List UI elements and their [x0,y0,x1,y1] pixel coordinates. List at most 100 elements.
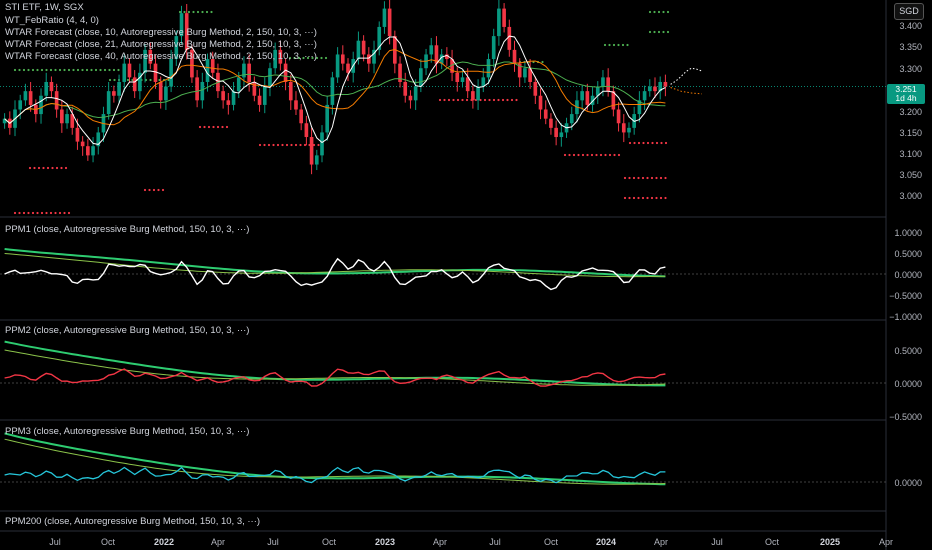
signal-dot [623,196,627,200]
time-axis-label: Oct [764,537,780,547]
pane-label-ppm1[interactable]: PPM1 (close, Autoregressive Burg Method,… [5,224,250,235]
candle-body [132,77,137,92]
signal-dot [94,68,98,72]
candle-body [190,49,194,78]
signal-dot [315,56,319,60]
signal-dot [623,176,627,180]
signal-dot [64,166,68,170]
signal-dot [157,188,160,192]
signal-dot [113,78,116,82]
signal-dot [650,196,654,200]
signal-dot [198,125,202,129]
time-axis-label: Jul [489,537,501,547]
signal-dot [276,143,280,147]
signal-dot [55,166,59,170]
ppm1-axis-label: 0.5000 [894,249,922,259]
ppm2-axis-label: −0.5000 [889,412,922,422]
signal-dot [632,196,636,200]
price-axis-label: 3.050 [899,170,922,180]
candle-body [299,109,304,124]
signal-dot [651,141,654,145]
signal-dot [646,196,649,200]
symbol-title: STI ETF, 1W, SGX [5,2,84,13]
price-axis-label: 3.400 [899,21,922,31]
signal-dot [148,188,151,192]
candle-body [507,26,512,50]
candle-body [200,81,205,101]
signal-dot [272,143,275,147]
candle-body [403,81,408,96]
price-axis-label: 3.350 [899,42,922,52]
time-axis-label: Jul [267,537,279,547]
signal-dot [285,143,289,147]
candle-body [372,49,376,64]
ma21-line [4,48,666,126]
signal-dot [203,125,206,129]
indicator-label-wtar-40[interactable]: WTAR Forecast (close, 40, Autoregressive… [5,51,317,62]
signal-dot [666,10,670,14]
signal-dot [299,143,302,147]
ppm1-line [4,257,666,291]
candle-body [585,91,590,105]
ppm1-mid-line [4,253,666,278]
candle-body [54,91,59,110]
pane-label-ppm2[interactable]: PPM2 (close, Autoregressive Burg Method,… [5,325,250,336]
signal-dot [488,98,491,102]
candle-body [268,68,272,87]
candle-body [606,77,610,92]
ppm3-slow-line [4,432,666,486]
candle-body [210,59,215,73]
signal-dot [267,143,271,147]
signal-dot [659,176,663,180]
pane-label-ppm200[interactable]: PPM200 (close, Autoregressive Burg Metho… [5,516,261,527]
bar-countdown: 1d 4h [895,93,917,103]
candle-body [497,8,501,37]
price-axis-label: 3.200 [899,107,922,117]
signal-dot [632,176,636,180]
currency-button[interactable]: SGD [894,3,924,20]
signal-dot [320,56,323,60]
candle-body [653,86,657,92]
signal-dot [312,143,316,147]
candle-body [512,49,517,64]
signal-dot [42,166,45,170]
signal-dot [290,143,293,147]
indicator-label-wtar-10[interactable]: WTAR Forecast (close, 10, Autoregressive… [5,27,317,38]
ppm1-axis-label: −0.5000 [889,291,922,301]
signal-dot [646,141,650,145]
candle-body [205,59,210,82]
candle-body [450,59,454,73]
candle-body [528,68,532,82]
candle-body [621,123,626,133]
signal-dot [302,56,305,60]
indicator-label-febratio[interactable]: WT_FebRatio (4, 4, 0) [5,15,99,26]
signal-dot [492,98,496,102]
signal-dot [37,166,41,170]
candle-body [434,45,439,64]
candle-body [523,68,527,78]
candle-body [226,100,231,105]
signal-dot [67,211,71,215]
ppm3-line [4,466,666,484]
signal-dot [617,153,621,157]
signal-dot [541,60,544,64]
signal-dot [85,68,89,72]
signal-dot [515,98,518,102]
indicator-label-wtar-21[interactable]: WTAR Forecast (close, 21, Autoregressive… [5,39,317,50]
signal-dot [13,68,17,72]
signal-dot [294,143,298,147]
candle-body [330,77,335,105]
price-axis-label: 3.000 [899,191,922,201]
candle-body [44,81,49,96]
time-axis-label: Apr [210,537,226,547]
signal-dot [621,43,625,47]
time-axis-label: 2023 [374,537,396,547]
signal-dot [51,166,54,170]
candle-body [39,95,43,115]
pane-label-ppm3[interactable]: PPM3 (close, Autoregressive Burg Method,… [5,426,250,437]
price-axis-label: 3.150 [899,128,922,138]
candle-body [465,77,470,92]
candle-body [252,81,257,96]
